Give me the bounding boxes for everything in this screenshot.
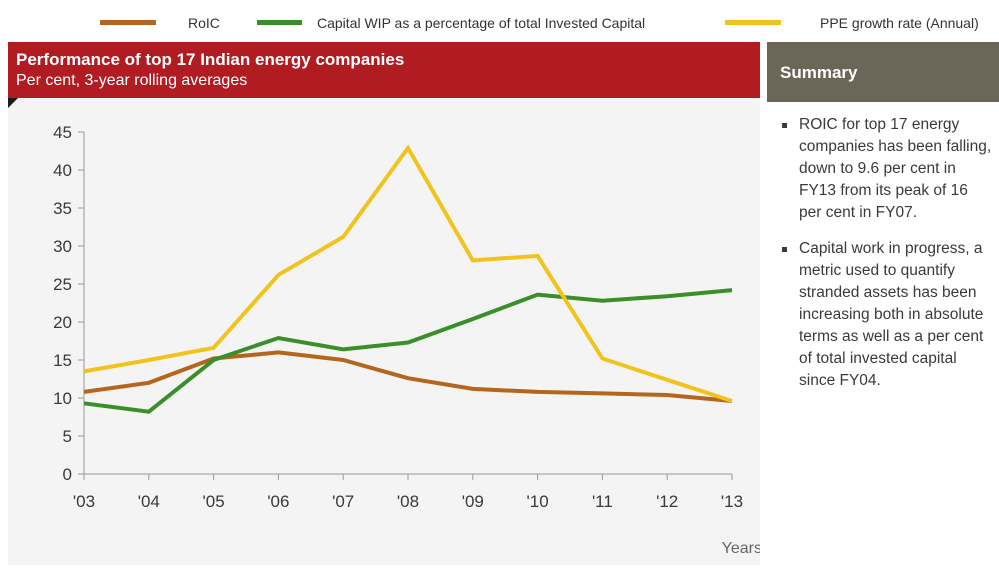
y-tick-label: 20 <box>53 313 72 332</box>
x-tick-label: '05 <box>203 492 225 511</box>
y-tick-label: 15 <box>53 351 72 370</box>
x-tick-label: '04 <box>138 492 160 511</box>
bullet-icon <box>782 247 787 252</box>
x-tick-label: '13 <box>721 492 743 511</box>
summary-point-text: ROIC for top 17 energy companies has bee… <box>799 116 992 221</box>
x-axis-label: Years <box>722 540 760 557</box>
chart-title: Performance of top 17 Indian energy comp… <box>16 50 405 69</box>
y-tick-label: 0 <box>63 465 72 484</box>
x-tick-label: '08 <box>397 492 419 511</box>
x-tick-label: '09 <box>462 492 484 511</box>
chart-legend: RoIC Capital WIP as a percentage of tota… <box>0 0 999 40</box>
legend-label-capital-wip: Capital WIP as a percentage of total Inv… <box>317 15 646 31</box>
x-tick-label: '06 <box>267 492 289 511</box>
series-line-0 <box>83 350 733 403</box>
chart-subtitle: Per cent, 3-year rolling averages <box>16 72 248 89</box>
summary-point-text: Capital work in progress, a metric used … <box>799 240 984 389</box>
chart-header: Performance of top 17 Indian energy comp… <box>8 42 760 98</box>
y-tick-label: 30 <box>53 237 72 256</box>
summary-point: Capital work in progress, a metric used … <box>767 238 999 392</box>
chart-panel: 0 5 10 15 20 25 30 35 40 45 '03 '04 '05 '06 '07 '08 '09 '… <box>8 98 760 565</box>
summary-header: Summary <box>767 42 999 102</box>
summary-list: ROIC for top 17 energy companies has bee… <box>767 114 999 406</box>
x-tick-label: '03 <box>73 492 95 511</box>
bullet-icon <box>782 123 787 128</box>
legend-swatch-capital-wip <box>257 20 302 25</box>
series-line-2 <box>83 144 733 403</box>
header-corner-accent <box>8 98 18 108</box>
legend-swatch-roic <box>100 20 156 25</box>
y-tick-label: 45 <box>53 123 72 142</box>
x-tick-label: '11 <box>592 492 613 511</box>
x-tick-label: '12 <box>656 492 678 511</box>
y-tick-label: 5 <box>63 427 72 446</box>
line-chart: 0 5 10 15 20 25 30 35 40 45 '03 '04 '05 '06 '07 '08 '09 '… <box>53 123 760 557</box>
y-tick-label: 10 <box>53 389 72 408</box>
legend-label-ppe-growth: PPE growth rate (Annual) <box>820 15 979 31</box>
legend-label-roic: RoIC <box>188 15 220 31</box>
summary-point: ROIC for top 17 energy companies has bee… <box>767 114 999 224</box>
x-tick-label: '07 <box>332 492 354 511</box>
summary-title: Summary <box>780 63 858 82</box>
y-tick-label: 25 <box>53 275 72 294</box>
series-line-1 <box>83 288 733 414</box>
x-tick-label: '10 <box>527 492 549 511</box>
y-tick-label: 35 <box>53 199 72 218</box>
y-tick-label: 40 <box>53 161 72 180</box>
legend-swatch-ppe-growth <box>725 20 781 25</box>
